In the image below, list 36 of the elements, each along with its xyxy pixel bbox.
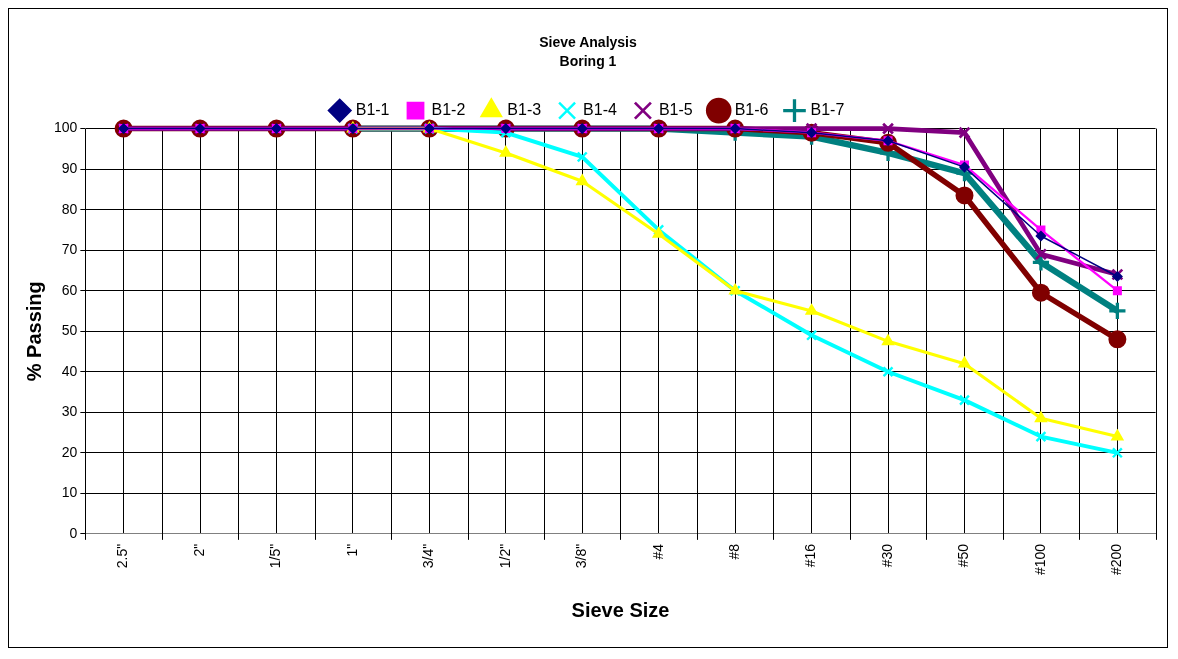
y-tick-label: 30	[61, 403, 78, 420]
x-axis-title: Sieve Size	[571, 598, 670, 621]
chart-subtitle: Boring 1	[559, 53, 617, 70]
legend-label: B1-4	[583, 101, 617, 119]
y-tick-label: 20	[61, 443, 78, 460]
y-tick-label: 0	[69, 524, 78, 541]
legend-label: B1-5	[658, 101, 693, 119]
x-tick-label: 3/4"	[420, 543, 437, 569]
y-tick-label: 40	[61, 362, 78, 379]
y-tick-label: 70	[61, 241, 78, 258]
chart-title: Sieve Analysis	[539, 34, 637, 51]
legend-label: B1-1	[355, 101, 390, 119]
y-axis-title: % Passing	[22, 281, 45, 382]
legend-label: B1-3	[507, 101, 542, 119]
y-tick-label: 10	[61, 484, 78, 501]
y-tick-label: 50	[61, 322, 78, 339]
x-tick-label: #200	[1108, 543, 1125, 576]
x-tick-label: 1"	[343, 543, 360, 557]
legend-label: B1-6	[734, 101, 769, 119]
y-tick-label: 80	[61, 200, 78, 217]
legend-label: B1-7	[810, 101, 845, 119]
x-tick-label: 2"	[190, 543, 207, 557]
x-tick-label: #50	[955, 543, 972, 568]
x-tick-label: 2.5"	[114, 543, 131, 569]
x-tick-label: #8	[726, 543, 743, 560]
y-tick-label: 90	[61, 159, 78, 176]
x-tick-label: #16	[802, 543, 819, 568]
x-tick-label: #30	[878, 543, 895, 568]
y-tick-label: 60	[61, 281, 78, 298]
x-tick-label: #4	[649, 543, 666, 560]
x-tick-label: 1/5"	[267, 543, 284, 569]
x-tick-label: 3/8"	[573, 543, 590, 569]
legend-label: B1-2	[431, 101, 466, 119]
y-tick-label: 100	[54, 119, 78, 136]
x-tick-label: #100	[1031, 543, 1048, 576]
x-tick-label: 1/2"	[496, 543, 513, 569]
